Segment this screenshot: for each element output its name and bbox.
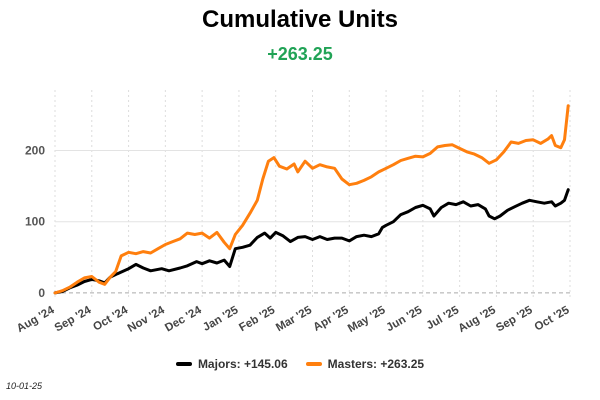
x-tick-label: Nov '24 bbox=[126, 304, 168, 335]
series-line-majors bbox=[53, 188, 570, 295]
x-tick-label: Jan '25 bbox=[201, 304, 241, 334]
legend-item-masters[interactable]: Masters: +263.25 bbox=[305, 357, 425, 371]
x-tick-label: Oct '24 bbox=[91, 304, 130, 334]
chart-title: Cumulative Units bbox=[201, 6, 399, 33]
date-stamp: 10-01-25 bbox=[6, 381, 43, 391]
legend-swatch-majors bbox=[175, 362, 192, 366]
x-tick-label: Mar '25 bbox=[274, 304, 314, 334]
x-tick-label: Apr '25 bbox=[311, 304, 351, 334]
legend: Majors: +145.06 Masters: +263.25 bbox=[0, 357, 600, 371]
chart-subtitle: +263.25 bbox=[267, 44, 333, 64]
x-tick-label: Oct '25 bbox=[533, 304, 572, 334]
series-line-masters bbox=[53, 104, 570, 295]
legend-label-masters: Masters: +263.25 bbox=[327, 357, 425, 371]
x-tick-label: Dec '24 bbox=[163, 304, 204, 335]
y-tick-label: 100 bbox=[25, 215, 45, 229]
x-tick-label: Sep '24 bbox=[53, 304, 94, 335]
x-tick-label: Aug '24 bbox=[15, 304, 57, 335]
legend-item-majors[interactable]: Majors: +145.06 bbox=[175, 357, 288, 371]
x-tick-label: Feb '25 bbox=[237, 304, 277, 334]
y-tick-label: 0 bbox=[38, 286, 45, 300]
y-tick-label: 200 bbox=[25, 144, 45, 158]
x-tick-label: Jun '25 bbox=[384, 304, 424, 334]
legend-label-majors: Majors: +145.06 bbox=[197, 357, 288, 371]
x-tick-label: May '25 bbox=[346, 304, 388, 335]
x-tick-label: Sep '25 bbox=[494, 304, 535, 335]
legend-swatch-masters bbox=[305, 362, 322, 366]
x-tick-label: Jul '25 bbox=[425, 304, 462, 332]
x-tick-label: Aug '25 bbox=[456, 304, 498, 335]
